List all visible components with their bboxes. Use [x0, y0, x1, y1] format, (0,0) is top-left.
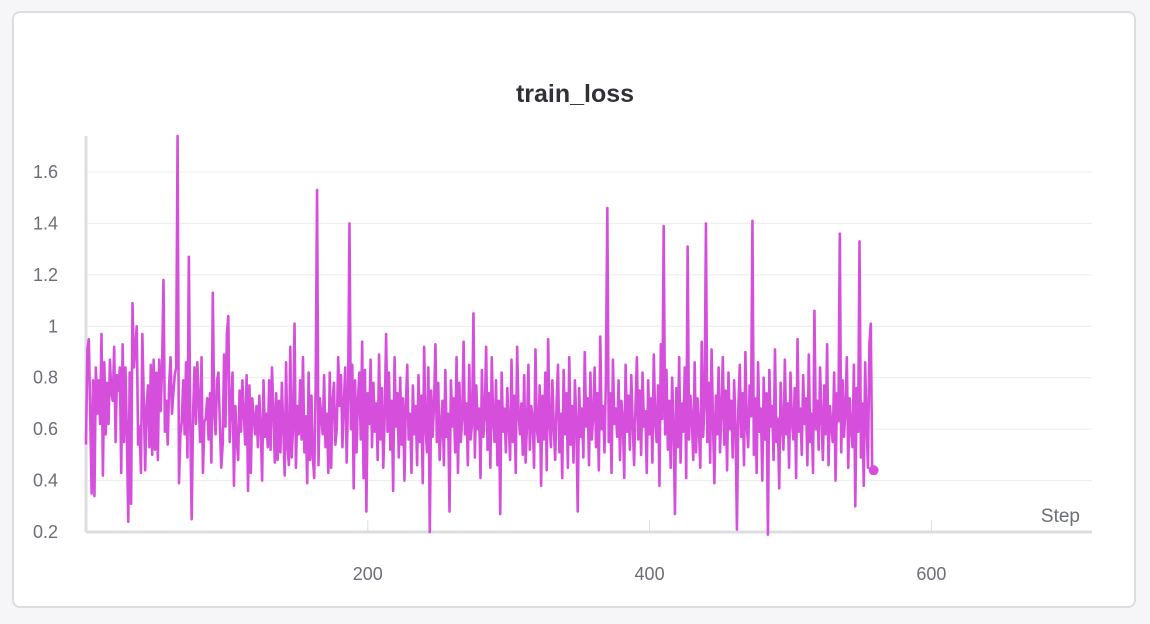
x-tick-label: 400	[635, 564, 665, 584]
y-tick-label: 1.2	[33, 265, 58, 285]
y-tick-label: 1	[48, 316, 58, 336]
y-tick-label: 0.2	[33, 522, 58, 542]
x-tick-label: 200	[353, 564, 383, 584]
y-tick-label: 0.4	[33, 471, 58, 491]
grid-lines	[86, 171, 1092, 533]
chart-panel	[12, 11, 1136, 608]
x-tick-label: 600	[916, 564, 946, 584]
y-tick-label: 0.8	[33, 368, 58, 388]
axes	[84, 136, 1092, 534]
x-axis-label: Step	[1041, 506, 1080, 527]
series-group	[84, 134, 879, 536]
y-tick-label: 0.6	[33, 419, 58, 439]
tick-labels: 0.2 0.4 0.6 0.8 1 1.2 1.4 1.6 200 400 600	[33, 162, 946, 584]
series-end-point	[868, 465, 879, 476]
chart-title: train_loss	[515, 80, 635, 108]
y-tick-label: 1.4	[33, 213, 58, 233]
y-tick-label: 1.6	[33, 162, 58, 182]
series-line	[84, 134, 875, 536]
